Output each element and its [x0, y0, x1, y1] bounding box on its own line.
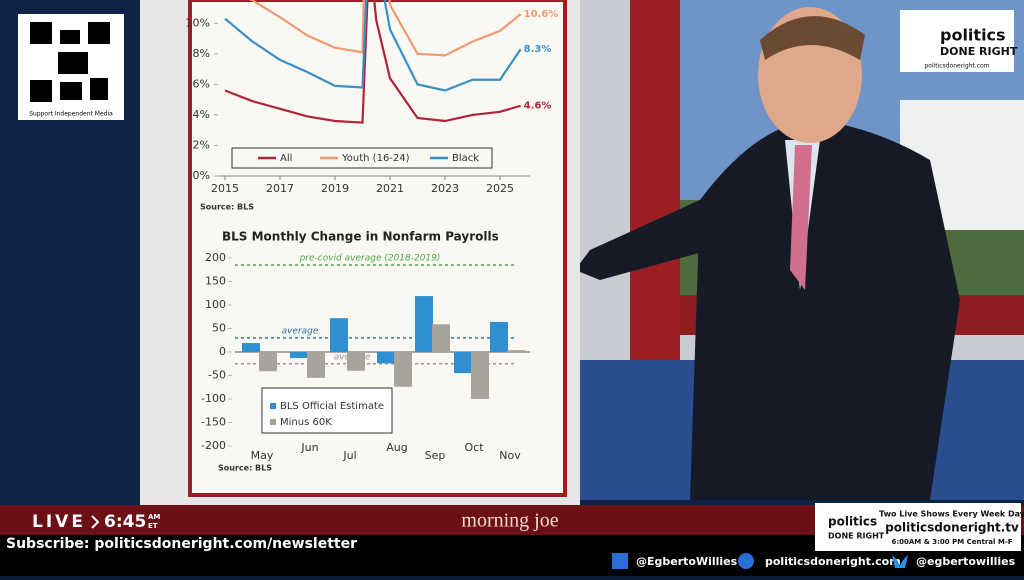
y-tick-label: -50 [208, 369, 226, 382]
bar-chart-title: BLS Monthly Change in Nonfarm Payrolls [222, 230, 499, 244]
series-line [224, 0, 522, 92]
bar [394, 352, 412, 387]
bar [432, 324, 450, 352]
subscribe: Subscribe: politicsdoneright.com/newslet… [6, 536, 357, 552]
legend-swatch [270, 419, 276, 425]
chevron [91, 515, 100, 529]
board-charts: 0% 2% 4% 6% 8% 10% 2015 2017 2019 2021 2023 2025 4.6… [186, 0, 559, 462]
bar-legend-box [261, 387, 393, 434]
x-tick-label: 2017 [266, 182, 294, 195]
x-tick-label: 2019 [321, 182, 349, 195]
promo-url: politicsdoneright.tv [885, 521, 1019, 535]
presenter-tie [790, 145, 812, 290]
butterfly-icon [892, 555, 908, 568]
plot-area [224, 0, 522, 124]
y-tick-label: 2% [193, 138, 210, 151]
presenter-hair [760, 16, 865, 60]
time-suffix: AM [148, 513, 160, 521]
bar [490, 321, 508, 352]
y-tick-label: 100 [205, 298, 226, 311]
bar [415, 296, 433, 352]
end-label: 10.6% [524, 9, 559, 20]
y-tick-label: 6% [193, 77, 210, 90]
bar [454, 352, 472, 374]
bar [330, 318, 348, 352]
presenter-arm [575, 200, 710, 280]
promo-line: 6:00AM & 3:00 PM Central M-F [891, 538, 1012, 546]
x-tick-label: Oct [464, 441, 484, 454]
series-line [248, 0, 522, 57]
x-tick-label: Jun [300, 441, 318, 454]
y-tick-label: 8% [193, 47, 210, 60]
bar [507, 350, 525, 352]
y-tick-label: -150 [201, 416, 226, 429]
legend-swatch [270, 403, 276, 409]
bar [377, 352, 395, 364]
x-tick-label: Nov [499, 449, 521, 462]
legend-label: Youth (16-24) [341, 153, 410, 164]
source-note: Source: BLS [218, 464, 272, 473]
bar [307, 352, 325, 378]
live-label: LIVE [32, 512, 86, 532]
end-label: 4.6% [524, 101, 552, 112]
line-legend-box [231, 147, 493, 169]
series-line [224, 0, 521, 124]
bar [347, 352, 365, 371]
bar [242, 343, 260, 352]
logo-text: DONE RIGHT [940, 45, 1018, 58]
promo-logo: politics [828, 515, 877, 529]
x-tick-label: Aug [386, 441, 407, 454]
legend-label: BLS Official Estimate [280, 401, 384, 412]
promo-logo: DONE RIGHT [828, 532, 885, 541]
y-tick-label: 0 [219, 345, 226, 358]
y-tick-label: 4% [193, 108, 210, 121]
y-tick-label: 0% [193, 169, 210, 182]
qr-caption: Support Independent Media [29, 111, 113, 118]
time-suffix: ET [148, 522, 158, 530]
website[interactable]: politicsdoneright.com [765, 555, 901, 568]
y-tick-label: 10% [186, 16, 210, 29]
x-tick-label: May [251, 449, 274, 462]
social-handle[interactable]: @egbertowillies [916, 555, 1016, 568]
x-tick-label: 2023 [431, 182, 459, 195]
source-note: Source: BLS [200, 203, 254, 212]
globe-icon [738, 553, 754, 569]
x-tick-label: 2015 [211, 182, 239, 195]
x-tick-label: 2025 [486, 182, 514, 195]
time: 6:45 [104, 512, 146, 532]
x-tick-label: Jul [342, 449, 356, 462]
end-label: 8.3% [524, 44, 552, 55]
legend-label: Minus 60K [280, 417, 332, 428]
bar [259, 352, 277, 372]
logo-text: politics [940, 26, 1006, 45]
legend-label: Black [452, 153, 479, 164]
reference-label: pre-covid average (2018-2019) [299, 254, 441, 264]
qr-code [30, 22, 110, 102]
y-tick-label: 50 [212, 322, 226, 335]
logo-box [900, 10, 1014, 72]
x-tick-label: 2021 [376, 182, 404, 195]
presenter-suit [690, 120, 960, 500]
y-tick-label: -100 [201, 392, 226, 405]
y-tick-label: 200 [205, 251, 226, 264]
reference-label: average [282, 326, 319, 336]
y-tick-label: 150 [205, 275, 226, 288]
y-tick-label: -200 [201, 439, 226, 452]
x-icon [612, 553, 628, 569]
social-handle[interactable]: @EgbertoWillies [636, 555, 738, 568]
show-name: morning joe [461, 510, 558, 532]
legend-label: All [280, 153, 292, 164]
bar [471, 352, 489, 399]
promo-box [815, 503, 1021, 551]
logo-url: politicsdoneright.com [924, 63, 989, 70]
x-tick-label: Sep [425, 449, 446, 462]
promo-line: Two Live Shows Every Week Day [879, 510, 1024, 519]
red-pillar [630, 0, 680, 370]
bar [290, 352, 308, 359]
